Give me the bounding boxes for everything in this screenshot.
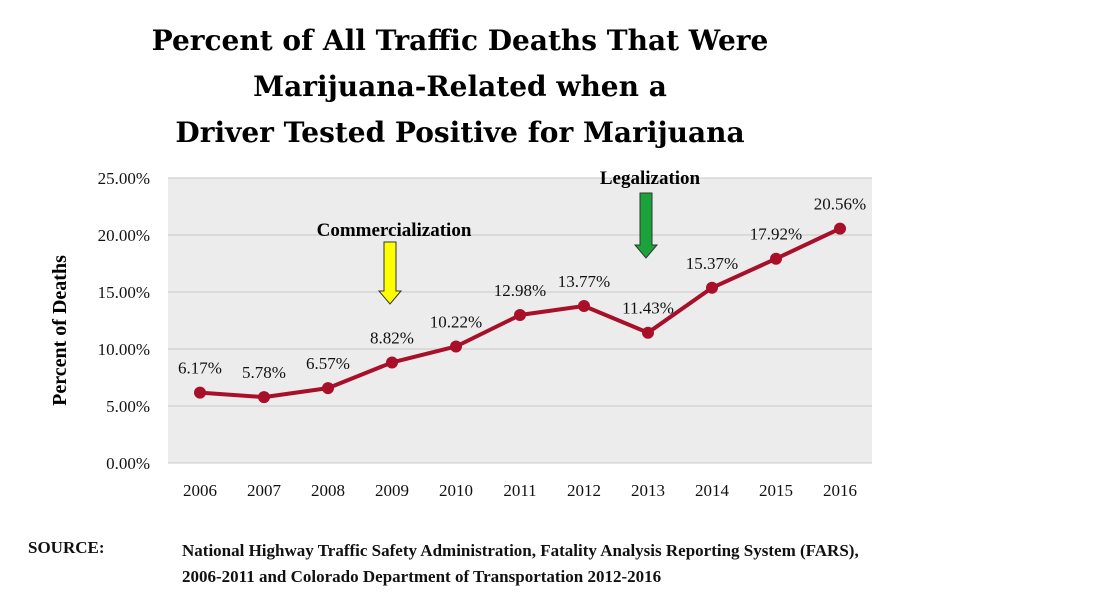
- data-point: [258, 391, 270, 404]
- y-tick-label: 25.00%: [98, 169, 150, 188]
- data-point: [642, 326, 654, 339]
- chart-title-line-1: Percent of All Traffic Deaths That Were: [151, 24, 769, 57]
- data-label: 8.82%: [370, 328, 414, 347]
- source-text: National Highway Traffic Safety Administ…: [182, 538, 1062, 590]
- annotation-label: Commercialization: [317, 220, 472, 241]
- data-label: 6.57%: [306, 354, 350, 373]
- x-tick-label: 2014: [695, 481, 730, 500]
- chart-title: Percent of All Traffic Deaths That Were …: [150, 18, 770, 156]
- x-tick-label: 2007: [247, 481, 282, 500]
- x-tick-label: 2016: [823, 481, 857, 500]
- chart-title-line-3: Driver Tested Positive for Marijuana: [175, 116, 745, 149]
- x-tick-label: 2013: [631, 481, 665, 500]
- data-label: 20.56%: [814, 195, 866, 214]
- annotation-arrow-icon: [377, 241, 403, 305]
- chart-title-line-2: Marijuana-Related when a: [253, 70, 667, 103]
- x-tick-label: 2009: [375, 481, 409, 500]
- data-point: [194, 386, 206, 399]
- annotation-arrow-icon: [633, 192, 659, 259]
- y-tick-label: 20.00%: [98, 226, 150, 245]
- y-tick-label: 5.00%: [106, 397, 150, 416]
- data-point: [386, 356, 398, 369]
- data-point: [322, 382, 334, 395]
- x-tick-label: 2012: [567, 481, 601, 500]
- y-tick-label: 0.00%: [106, 454, 150, 473]
- data-point: [514, 309, 526, 322]
- data-point: [834, 222, 846, 235]
- line-chart: 0.00% 5.00% 10.00% 15.00% 20.00% 25.00% Percen…: [49, 168, 872, 500]
- data-label: 17.92%: [750, 225, 802, 244]
- x-tick-label: 2006: [183, 481, 217, 500]
- data-point: [578, 300, 590, 313]
- x-tick-label: 2010: [439, 481, 473, 500]
- data-label: 13.77%: [558, 272, 610, 291]
- data-point: [450, 340, 462, 353]
- annotation-label: Legalization: [600, 168, 701, 189]
- data-label: 11.43%: [622, 299, 674, 318]
- y-tick-label: 10.00%: [98, 340, 150, 359]
- data-label: 10.22%: [430, 312, 482, 331]
- data-label: 6.17%: [178, 359, 222, 378]
- source-label: SOURCE:: [28, 538, 105, 557]
- data-point: [770, 252, 782, 265]
- x-tick-label: 2011: [503, 481, 536, 500]
- y-tick-label: 15.00%: [98, 283, 150, 302]
- data-point: [706, 281, 718, 294]
- y-axis-label: Percent of Deaths: [49, 255, 71, 406]
- source-line-2: 2006-2011 and Colorado Department of Tra…: [182, 567, 662, 586]
- x-tick-label: 2015: [759, 481, 793, 500]
- x-tick-label: 2008: [311, 481, 345, 500]
- source-line-1: National Highway Traffic Safety Administ…: [182, 541, 859, 560]
- data-label: 5.78%: [242, 363, 286, 382]
- data-label: 12.98%: [494, 281, 546, 300]
- data-label: 15.37%: [686, 254, 738, 273]
